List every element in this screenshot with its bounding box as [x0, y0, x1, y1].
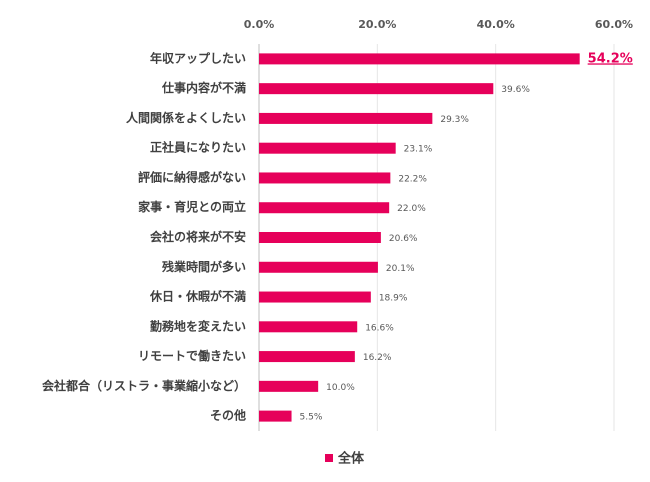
value-label: 22.2% — [398, 174, 427, 184]
value-label: 39.6% — [501, 85, 530, 95]
x-tick-label: 20.0% — [358, 18, 396, 31]
y-tick-label: その他 — [210, 408, 246, 423]
value-label: 20.6% — [389, 234, 418, 244]
y-tick-label: 評価に納得感がない — [138, 169, 246, 184]
bar — [259, 53, 580, 65]
y-tick-label: 勤務地を変えたい — [150, 318, 246, 333]
bar — [259, 172, 391, 184]
x-tick-label: 60.0% — [595, 18, 633, 31]
value-label: 29.3% — [440, 115, 469, 125]
bar — [259, 380, 319, 392]
bar — [259, 112, 433, 124]
value-label: 10.0% — [326, 383, 355, 393]
y-tick-label: 年収アップしたい — [150, 50, 246, 65]
y-tick-label: 会社都合（リストラ・事業縮小など） — [42, 378, 246, 393]
bar — [259, 410, 292, 422]
value-label: 23.1% — [404, 145, 433, 155]
bar — [259, 291, 371, 303]
bar — [259, 142, 396, 154]
value-label: 54.2% — [588, 51, 633, 66]
bar — [259, 351, 355, 363]
y-tick-label: 仕事内容が不満 — [161, 80, 246, 95]
bar — [259, 202, 390, 214]
value-label: 20.1% — [386, 264, 415, 274]
bar — [259, 321, 358, 333]
value-label: 18.9% — [379, 294, 408, 304]
bar — [259, 83, 494, 95]
x-tick-label: 0.0% — [244, 18, 275, 31]
y-tick-label: リモートで働きたい — [138, 348, 246, 363]
value-label: 5.5% — [300, 413, 323, 423]
legend-label: 全体 — [337, 451, 365, 467]
value-label: 16.2% — [363, 353, 392, 363]
y-tick-label: 正社員になりたい — [150, 140, 246, 155]
legend-swatch — [325, 454, 333, 462]
y-tick-label: 家事・育児との両立 — [138, 199, 246, 214]
y-tick-label: 会社の将来が不安 — [150, 229, 246, 244]
value-label: 16.6% — [365, 323, 394, 333]
value-label: 22.0% — [397, 204, 426, 214]
y-tick-label: 残業時間が多い — [162, 259, 246, 274]
bar — [259, 232, 381, 243]
y-tick-label: 人間関係をよくしたい — [126, 110, 246, 125]
x-tick-label: 40.0% — [477, 18, 515, 31]
y-tick-label: 休日・休暇が不満 — [149, 289, 246, 304]
bar — [259, 261, 378, 273]
